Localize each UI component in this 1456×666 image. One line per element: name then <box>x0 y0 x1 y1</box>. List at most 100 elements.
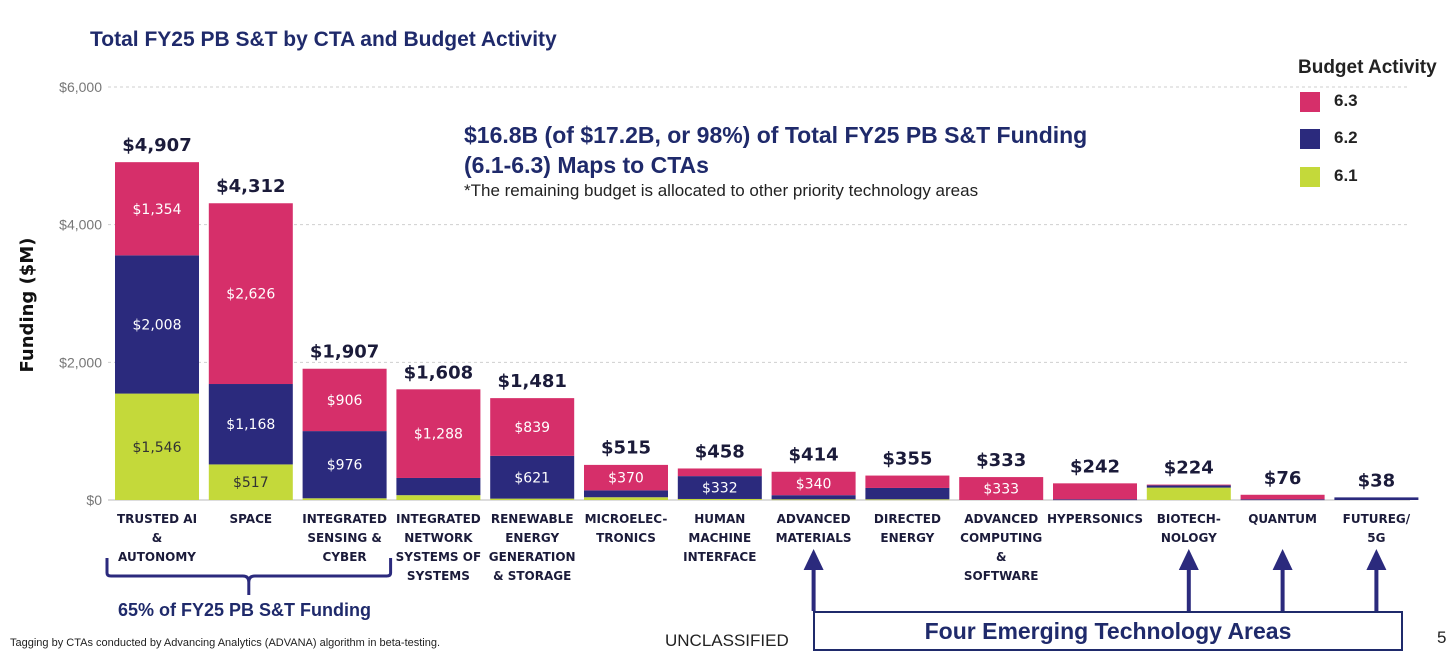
y-tick-label: $6,000 <box>59 79 102 95</box>
category-label: HUMAN <box>694 512 745 526</box>
bar-total-label: $38 <box>1358 470 1396 491</box>
bar-total-label: $1,481 <box>497 371 566 392</box>
bar-segment-6-1 <box>115 393 199 500</box>
legend-label-6-3: 6.3 <box>1334 91 1358 110</box>
category-label: ADVANCED <box>964 512 1038 526</box>
bar-segment-6-1 <box>584 497 668 500</box>
bar-segment-6-3 <box>1053 483 1137 500</box>
category-label: ADVANCED <box>777 512 851 526</box>
brace-note: 65% of FY25 PB S&T Funding <box>118 600 372 620</box>
bar-total-label: $242 <box>1070 456 1120 477</box>
category-label: FUTUREG/ <box>1343 512 1411 526</box>
headline-line-1: $16.8B (of $17.2B, or 98%) of Total FY25… <box>464 122 1088 148</box>
bar-segment-6-2 <box>584 490 668 498</box>
category-label: & <box>996 550 1006 564</box>
y-axis-label: Funding ($M) <box>17 238 38 373</box>
bar-value-label: $370 <box>608 471 644 487</box>
category-label: QUANTUM <box>1248 512 1317 526</box>
bar-value-label: $621 <box>514 470 550 486</box>
arrow-head <box>1178 549 1199 570</box>
category-label: AUTONOMY <box>118 550 196 564</box>
category-label: MACHINE <box>688 531 751 545</box>
emerging-tech-box: Four Emerging Technology Areas <box>813 611 1403 651</box>
bar-segment-6-3 <box>771 471 856 496</box>
bar-segment-6-3 <box>865 475 950 488</box>
legend-title: Budget Activity <box>1298 57 1437 78</box>
bar-segment-6-1 <box>490 498 575 500</box>
category-label: BIOTECH- <box>1157 512 1221 526</box>
category-label: ENERGY <box>505 531 559 545</box>
bar-value-label: $1,354 <box>133 202 182 218</box>
category-label: & <box>152 531 162 545</box>
bar-value-label: $906 <box>327 393 363 409</box>
category-label: RENEWABLE <box>491 512 574 526</box>
chart-title: Total FY25 PB S&T by CTA and Budget Acti… <box>90 28 557 51</box>
bar-value-label: $1,168 <box>226 417 275 433</box>
category-label: DIRECTED <box>874 512 941 526</box>
bar-segment-6-1 <box>396 495 481 500</box>
legend-item-6-1: 6.1 <box>1300 165 1358 187</box>
headline: $16.8B (of $17.2B, or 98%) of Total FY25… <box>464 120 1164 180</box>
category-label: MICROELEC- <box>585 512 668 526</box>
bar-value-label: $2,008 <box>133 317 182 333</box>
bar-segment-6-3 <box>584 464 668 491</box>
category-label: GENERATION <box>489 550 576 564</box>
bar-value-label: $340 <box>796 476 832 492</box>
category-label: NETWORK <box>404 531 473 545</box>
bar-segment-6-2 <box>1240 499 1325 501</box>
bar-segment-6-1 <box>677 498 762 500</box>
page-number: 5 <box>1437 628 1447 647</box>
bar-segment-6-2 <box>490 455 575 499</box>
category-label: 5G <box>1367 531 1385 545</box>
tagging-note: Tagging by CTAs conducted by Advancing A… <box>10 637 441 649</box>
bar-segment-6-1 <box>771 499 856 501</box>
bar-segment-6-2 <box>115 255 199 394</box>
category-label: INTERFACE <box>683 550 756 564</box>
y-tick-label: $4,000 <box>59 217 102 233</box>
legend-swatch-6-1 <box>1300 166 1320 187</box>
bar-segment-6-1 <box>1146 487 1231 500</box>
y-tick-label: $2,000 <box>59 354 102 370</box>
bar-value-label: $1,546 <box>133 440 182 456</box>
bar-value-label: $976 <box>327 458 363 474</box>
bar-value-label: $333 <box>983 482 1019 498</box>
legend-label-6-1: 6.1 <box>1334 166 1358 185</box>
bar-segment-6-2 <box>1146 485 1231 488</box>
category-label: SYSTEMS <box>407 569 470 583</box>
category-label: & STORAGE <box>493 569 571 583</box>
bar-segment-6-3 <box>302 368 387 432</box>
bar-total-label: $355 <box>882 449 932 470</box>
bar-total-label: $414 <box>789 445 839 466</box>
headline-line-2: (6.1-6.3) Maps to CTAs <box>464 152 709 178</box>
bar-value-label: $2,626 <box>226 287 275 303</box>
category-label: SPACE <box>229 512 272 526</box>
category-label: INTEGRATED <box>396 512 481 526</box>
bar-segment-6-3 <box>1146 484 1231 486</box>
category-label: CYBER <box>323 550 367 564</box>
bar-segment-6-3 <box>677 468 762 477</box>
bar-total-label: $76 <box>1264 468 1302 489</box>
bar-segment-6-3 <box>208 203 293 385</box>
category-label: TRUSTED AI <box>117 512 197 526</box>
bar-segment-6-2 <box>677 476 762 499</box>
bar-segment-6-2 <box>771 495 856 500</box>
category-label: INTEGRATED <box>302 512 387 526</box>
bar-total-label: $4,312 <box>216 176 285 197</box>
legend-item-6-2: 6.2 <box>1300 127 1358 149</box>
bar-value-label: $517 <box>233 475 269 491</box>
category-label: COMPUTING <box>960 531 1042 545</box>
bar-segment-6-2 <box>302 431 387 499</box>
bar-total-label: $333 <box>976 450 1026 471</box>
legend-item-6-3: 6.3 <box>1300 90 1358 112</box>
bar-segment-6-2 <box>865 487 950 500</box>
legend-swatch-6-3 <box>1300 91 1320 112</box>
bar-segment-6-3 <box>1240 494 1325 500</box>
brace-line <box>105 558 393 595</box>
bar-segment-6-1 <box>208 464 293 500</box>
bar-segment-6-2 <box>208 384 293 465</box>
classification-label: UNCLASSIFIED <box>665 631 789 650</box>
arrow-head <box>1272 549 1293 570</box>
bar-value-label: $839 <box>514 420 550 436</box>
bar-segment-6-2 <box>396 477 481 496</box>
